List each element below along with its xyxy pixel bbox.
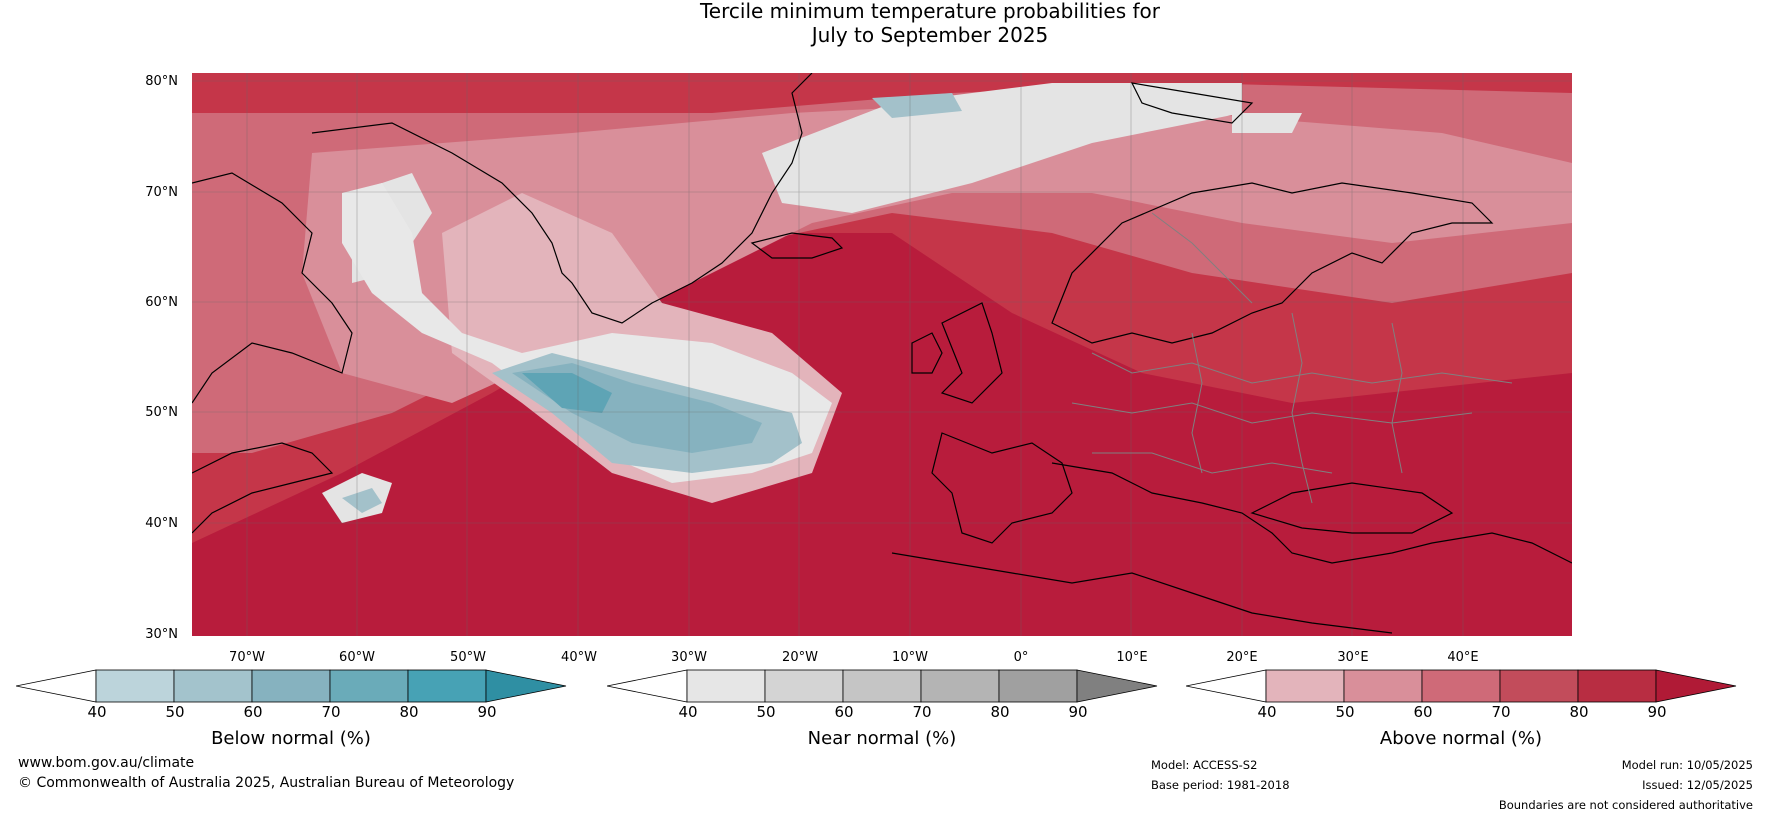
colorbar-near-normal-swatches bbox=[606, 669, 1158, 703]
colorbar-above-tick: 50 bbox=[1335, 703, 1355, 721]
colorbar-swatch bbox=[1499, 669, 1579, 703]
field-below-normal-newfoundland bbox=[342, 488, 382, 513]
colorbar-swatch bbox=[998, 669, 1078, 703]
footer-model-run: Model run: 10/05/2025 bbox=[1621, 758, 1753, 772]
colorbar-swatch bbox=[1076, 669, 1158, 703]
colorbar-near-normal bbox=[606, 668, 1159, 708]
footer-issued: Issued: 12/05/2025 bbox=[1642, 778, 1753, 792]
colorbar-swatch bbox=[842, 669, 922, 703]
colorbar-swatch bbox=[920, 669, 1000, 703]
lat-label-40n: 40°N bbox=[145, 516, 178, 531]
field-below-normal-80 bbox=[522, 373, 612, 413]
lat-label-50n: 50°N bbox=[145, 405, 178, 420]
colorbar-below-tick: 40 bbox=[87, 703, 107, 721]
title-line-2: July to September 2025 bbox=[811, 23, 1049, 47]
chart-title: Tercile minimum temperature probabilitie… bbox=[0, 0, 1770, 47]
colorbar-above-tick: 40 bbox=[1257, 703, 1277, 721]
graticule bbox=[192, 73, 1572, 636]
lon-label-40e: 40°E bbox=[1447, 650, 1479, 665]
colorbar-below-tick: 90 bbox=[477, 703, 497, 721]
colorbar-swatch bbox=[686, 669, 766, 703]
colorbar-swatch bbox=[1577, 669, 1657, 703]
colorbar-above-normal bbox=[1185, 668, 1738, 708]
colorbar-near-tick: 80 bbox=[990, 703, 1010, 721]
footer-copyright: © Commonwealth of Australia 2025, Austra… bbox=[18, 775, 515, 791]
colorbar-swatch bbox=[1655, 669, 1737, 703]
colorbar-near-tick: 70 bbox=[912, 703, 932, 721]
colorbar-swatch bbox=[606, 669, 688, 703]
footer-model: Model: ACCESS-S2 bbox=[1151, 758, 1258, 772]
colorbar-swatch bbox=[1185, 669, 1267, 703]
lat-label-70n: 70°N bbox=[145, 185, 178, 200]
footer-disclaimer: Boundaries are not considered authoritat… bbox=[1498, 798, 1753, 812]
colorbar-near-label: Near normal (%) bbox=[807, 728, 957, 749]
lat-label-60n: 60°N bbox=[145, 295, 178, 310]
probability-map bbox=[192, 73, 1572, 636]
colorbar-below-tick: 60 bbox=[243, 703, 263, 721]
lon-label-10w: 10°W bbox=[892, 650, 928, 665]
colorbar-near-tick: 90 bbox=[1068, 703, 1088, 721]
lon-label-20w: 20°W bbox=[782, 650, 818, 665]
lon-label-60w: 60°W bbox=[339, 650, 375, 665]
colorbar-near-tick: 40 bbox=[678, 703, 698, 721]
colorbar-near-tick: 60 bbox=[834, 703, 854, 721]
lat-label-80n: 80°N bbox=[145, 74, 178, 89]
colorbar-above-normal-swatches bbox=[1185, 669, 1737, 703]
colorbar-swatch bbox=[15, 669, 97, 703]
lon-label-30e: 30°E bbox=[1337, 650, 1369, 665]
coastlines bbox=[192, 73, 1572, 634]
colorbar-swatch bbox=[1343, 669, 1423, 703]
lon-label-0: 0° bbox=[1013, 650, 1029, 665]
colorbar-swatch bbox=[251, 669, 331, 703]
lat-label-30n: 30°N bbox=[145, 627, 178, 642]
lon-label-20e: 20°E bbox=[1226, 650, 1258, 665]
colorbar-below-normal-swatches bbox=[15, 669, 567, 703]
colorbar-below-tick: 70 bbox=[321, 703, 341, 721]
colorbar-above-tick: 60 bbox=[1413, 703, 1433, 721]
colorbar-swatch bbox=[407, 669, 487, 703]
colorbar-swatch bbox=[1265, 669, 1345, 703]
colorbar-swatch bbox=[329, 669, 409, 703]
footer-base-period: Base period: 1981-2018 bbox=[1151, 778, 1290, 792]
colorbar-above-tick: 70 bbox=[1491, 703, 1511, 721]
colorbar-below-label: Below normal (%) bbox=[211, 728, 371, 749]
colorbar-below-normal bbox=[15, 668, 568, 708]
lon-label-10e: 10°E bbox=[1116, 650, 1148, 665]
colorbar-above-tick: 90 bbox=[1647, 703, 1667, 721]
colorbar-below-tick: 80 bbox=[399, 703, 419, 721]
colorbar-swatch bbox=[764, 669, 844, 703]
field-near-normal-svalbard bbox=[1232, 113, 1302, 133]
colorbar-swatch bbox=[485, 669, 567, 703]
colorbar-near-tick: 50 bbox=[756, 703, 776, 721]
title-line-1: Tercile minimum temperature probabilitie… bbox=[699, 0, 1161, 23]
field-above-60 bbox=[302, 103, 1572, 403]
footer-website: www.bom.gov.au/climate bbox=[18, 755, 195, 771]
colorbar-above-label: Above normal (%) bbox=[1379, 728, 1543, 749]
map-canvas bbox=[192, 73, 1572, 636]
field-near-normal-north bbox=[762, 83, 1242, 213]
colorbar-below-tick: 50 bbox=[165, 703, 185, 721]
lon-label-30w: 30°W bbox=[671, 650, 707, 665]
colorbar-swatch bbox=[1421, 669, 1501, 703]
colorbar-swatch bbox=[173, 669, 253, 703]
field-below-normal-arctic bbox=[872, 93, 962, 118]
colorbar-above-tick: 80 bbox=[1569, 703, 1589, 721]
lon-label-40w: 40°W bbox=[561, 650, 597, 665]
lon-label-70w: 70°W bbox=[229, 650, 265, 665]
country-borders bbox=[1071, 212, 1513, 504]
colorbar-swatch bbox=[95, 669, 175, 703]
lon-label-50w: 50°W bbox=[450, 650, 486, 665]
